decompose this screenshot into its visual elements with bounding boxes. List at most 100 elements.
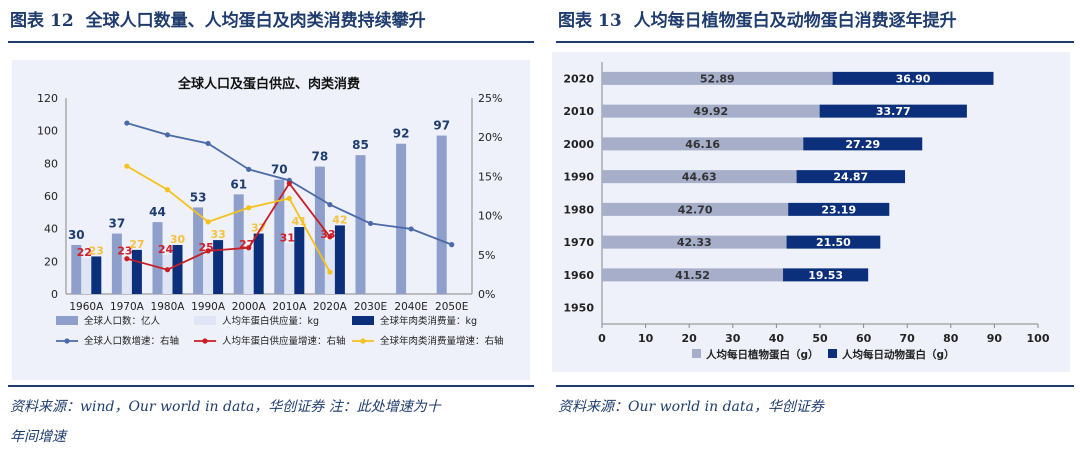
bar-segment-1 [602, 137, 804, 151]
legend-swatch [352, 316, 374, 325]
x-tick-label: 70 [900, 332, 916, 345]
growth-point-2 [124, 256, 130, 262]
bar-3 [213, 240, 224, 294]
bar-3 [334, 225, 345, 294]
legend-label: 全球人口数增速：右轴 [84, 335, 179, 347]
bar-segment-2 [803, 137, 923, 151]
y2-tick-label: 0% [478, 288, 495, 301]
legend-marker [202, 338, 208, 344]
bar-2 [203, 253, 214, 294]
legend-label: 全球年肉类消费量增速：右轴 [380, 335, 504, 347]
population-data-label: 78 [312, 150, 329, 164]
x-tick-label: 20 [682, 332, 698, 345]
y2-tick-label: 5% [478, 249, 495, 262]
bar-segment-1 [602, 268, 784, 282]
legend-swatch [56, 316, 78, 325]
growth-point-3 [124, 163, 130, 169]
population-data-label: 37 [109, 217, 126, 231]
meat-data-label: 30 [170, 233, 186, 246]
legend-label: 人均每日植物蛋白（g） [706, 348, 819, 361]
y-tick-label: 1970 [563, 236, 594, 249]
figure-label: 图表 [558, 11, 592, 31]
population-data-label: 44 [149, 205, 166, 219]
figure-12-title: 图表 12 全球人口数量、人均蛋白及肉类消费持续攀升 [10, 6, 426, 31]
bar-3 [294, 227, 305, 294]
segment-data-label: 46.16 [685, 138, 720, 151]
x-tick-label: 2010A [272, 301, 307, 313]
meat-data-label: 23 [89, 244, 104, 257]
bar-segment-2 [783, 268, 869, 282]
segment-data-label: 52.89 [700, 72, 735, 85]
x-tick-label: 2030E [354, 301, 387, 313]
population-data-label: 92 [393, 127, 410, 141]
bar-1 [111, 233, 122, 294]
bar-2 [284, 243, 295, 294]
population-data-label: 70 [271, 163, 288, 177]
growth-point-1 [327, 202, 333, 208]
segment-data-label: 24.87 [833, 171, 868, 184]
legend-label: 全球人口数：亿人 [84, 315, 161, 327]
growth-point-3 [205, 219, 211, 225]
bar-3 [131, 249, 142, 294]
population-data-label: 85 [352, 138, 369, 152]
x-tick-label: 2020A [313, 301, 348, 313]
source-line-2: 年间增速 [10, 429, 66, 445]
figure-title-text: 人均每日植物蛋白及动物蛋白消费逐年提升 [633, 11, 957, 31]
bar-1 [314, 166, 325, 294]
segment-data-label: 23.19 [821, 203, 856, 216]
x-tick-label: 1970A [110, 301, 145, 313]
growth-point-3 [327, 269, 333, 275]
segment-data-label: 21.50 [816, 236, 851, 249]
y-tick-label: 1990 [563, 171, 594, 184]
x-tick-label: 90 [987, 332, 1003, 345]
x-tick-label: 1960A [69, 301, 104, 313]
legend-swatch [828, 349, 837, 358]
segment-data-label: 49.92 [693, 105, 728, 118]
growth-point-2 [246, 245, 252, 251]
bar-3 [172, 245, 183, 294]
bar-segment-1 [602, 202, 789, 216]
bar-2 [81, 258, 92, 294]
growth-point-1 [367, 220, 374, 227]
growth-point-2 [164, 267, 171, 273]
segment-data-label: 33.77 [876, 105, 911, 118]
protein-data-label: 22 [77, 246, 92, 259]
y-tick-label: 20 [44, 255, 58, 268]
protein-data-label: 31 [280, 231, 295, 244]
chart-title: 全球人口及蛋白供应、肉类消费 [177, 76, 360, 92]
figure-12-panel: 图表 12 全球人口数量、人均蛋白及肉类消费持续攀升 全球人口及蛋白供应、肉类消费 0… [8, 6, 534, 445]
legend-swatch [692, 349, 701, 358]
growth-point-3 [164, 187, 171, 193]
y-tick-label: 1960 [563, 269, 594, 282]
x-tick-label: 2040E [394, 301, 427, 313]
bar-1 [396, 143, 407, 294]
bar-segment-1 [602, 170, 797, 184]
chart-background [12, 60, 530, 380]
figure-number: 12 [50, 11, 74, 31]
segment-data-label: 42.70 [678, 203, 713, 216]
segment-data-label: 41.52 [675, 269, 710, 282]
growth-point-1 [246, 166, 252, 172]
growth-line-2 [126, 181, 331, 271]
figure-title-text: 全球人口数量、人均蛋白及肉类消费持续攀升 [85, 11, 426, 31]
bar-segment-2 [788, 202, 890, 216]
y-tick-label: 80 [44, 157, 58, 170]
figure-13-panel: 图表 13 人均每日植物蛋白及动物蛋白消费逐年提升 0 10 20 30 40 50 60 70 8… [548, 0, 1080, 453]
title-rule [556, 41, 1074, 43]
bar-2 [324, 240, 335, 294]
growth-point-2 [205, 248, 211, 254]
growth-point-1 [124, 120, 130, 126]
protein-data-label: 24 [158, 243, 174, 256]
legend-label: 全球年肉类消费量：kg [380, 315, 477, 327]
x-tick-label: 60 [856, 332, 872, 345]
x-tick-label: 2050E [435, 301, 468, 313]
population-protein-chart: 全球人口及蛋白供应、肉类消费 0 20 40 60 80 100 120 0% 5% 10% 15% 2… [12, 60, 530, 380]
segment-data-label: 27.29 [845, 138, 880, 151]
y-tick-label: 100 [37, 125, 58, 138]
bar-segment-2 [786, 235, 881, 249]
meat-data-label: 27 [129, 238, 144, 251]
legend-swatch [194, 316, 216, 325]
segment-data-label: 36.90 [896, 72, 931, 85]
meat-data-label: 42 [332, 213, 347, 226]
title-rule [8, 41, 534, 43]
